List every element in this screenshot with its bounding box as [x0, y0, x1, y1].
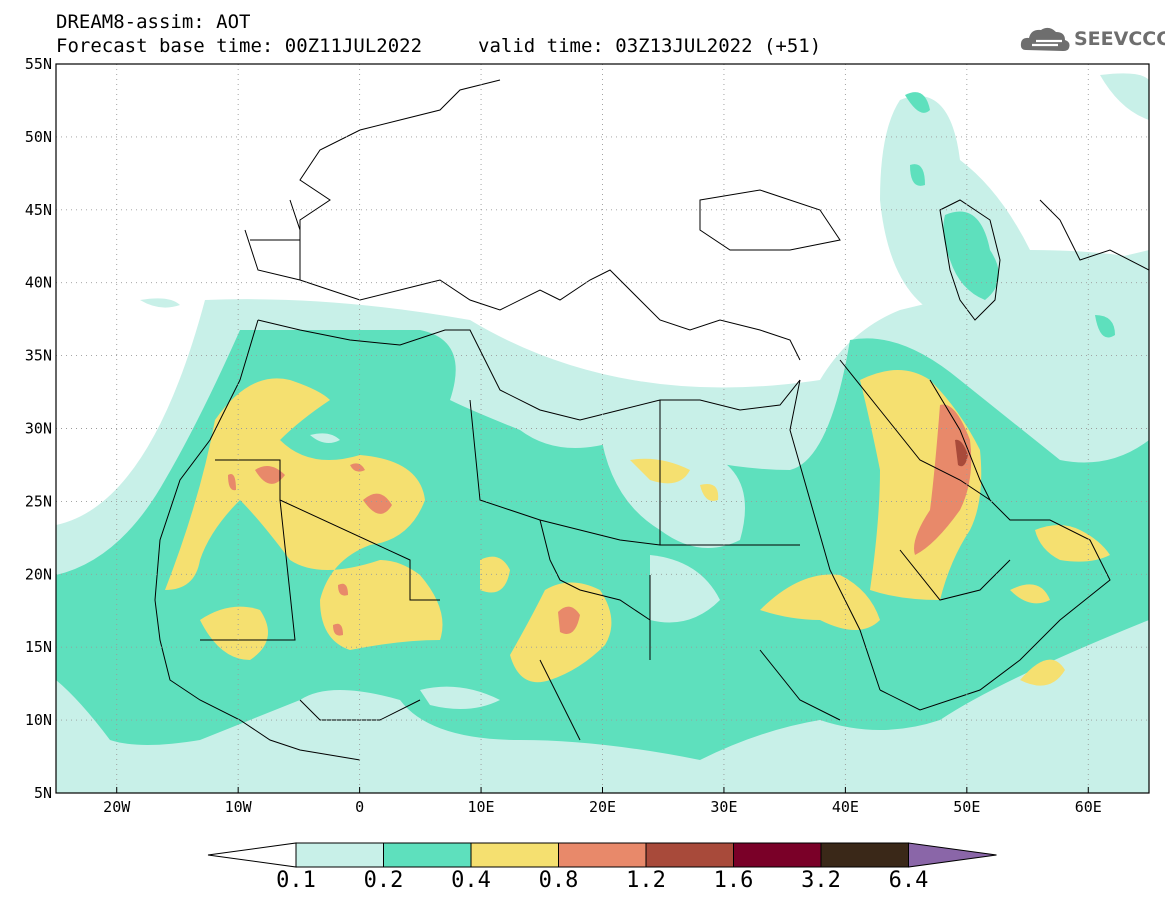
- colorbar-label: 6.4: [888, 868, 929, 893]
- colorbar-right-arrow: [908, 842, 997, 868]
- lon-tick-label: 60E: [1075, 798, 1102, 816]
- colorbar-segment: [558, 842, 647, 868]
- lon-tick-label: 40E: [832, 798, 859, 816]
- seevccc-logo: SEEVCCC: [1074, 28, 1165, 50]
- valid-time: valid time: 03Z13JUL2022 (+51): [478, 35, 822, 57]
- colorbar-segment: [470, 842, 559, 868]
- colorbar-label: 1.6: [713, 868, 754, 893]
- lon-tick-label: 0: [355, 798, 364, 816]
- colorbar-label: 1.2: [626, 868, 666, 893]
- colorbar-label: 0.1: [276, 868, 316, 893]
- lat-tick-label: 50N: [25, 128, 52, 146]
- colorbar-label: 0.4: [451, 868, 491, 893]
- colorbar-left-arrow: [207, 842, 297, 868]
- lat-tick-label: 55N: [25, 55, 52, 73]
- lat-tick-label: 10N: [25, 711, 52, 729]
- lat-tick-label: 35N: [25, 347, 52, 365]
- colorbar-segment: [820, 842, 909, 868]
- forecast-base-time: Forecast base time: 00Z11JUL2022: [56, 35, 423, 57]
- colorbar-label: 0.8: [538, 868, 579, 893]
- coastlines: [154, 79, 1149, 761]
- colorbar-label: 0.2: [363, 868, 404, 893]
- lat-tick-label: 15N: [25, 638, 52, 656]
- aot-field: [56, 73, 1149, 793]
- lat-tick-label: 40N: [25, 274, 52, 292]
- colorbar: [207, 842, 997, 868]
- lat-tick-label: 5N: [34, 784, 52, 802]
- colorbar-segment: [383, 842, 472, 868]
- lon-tick-label: 10W: [225, 798, 253, 816]
- lon-tick-label: 50E: [953, 798, 980, 816]
- colorbar-segment: [295, 842, 384, 868]
- lat-tick-label: 25N: [25, 492, 52, 510]
- colorbar-label: 3.2: [801, 868, 841, 893]
- graticule: [56, 64, 1149, 793]
- colorbar-segment: [733, 842, 822, 868]
- lon-tick-label: 20W: [103, 798, 131, 816]
- lon-tick-label: 30E: [710, 798, 737, 816]
- lon-tick-label: 10E: [468, 798, 495, 816]
- cloud-icon: [1020, 27, 1070, 51]
- lat-tick-label: 20N: [25, 565, 52, 583]
- map-title: DREAM8-assim: AOT: [56, 11, 251, 33]
- lat-tick-label: 30N: [25, 420, 52, 438]
- colorbar-segment: [645, 842, 734, 868]
- lon-tick-label: 20E: [589, 798, 616, 816]
- lat-tick-label: 45N: [25, 201, 52, 219]
